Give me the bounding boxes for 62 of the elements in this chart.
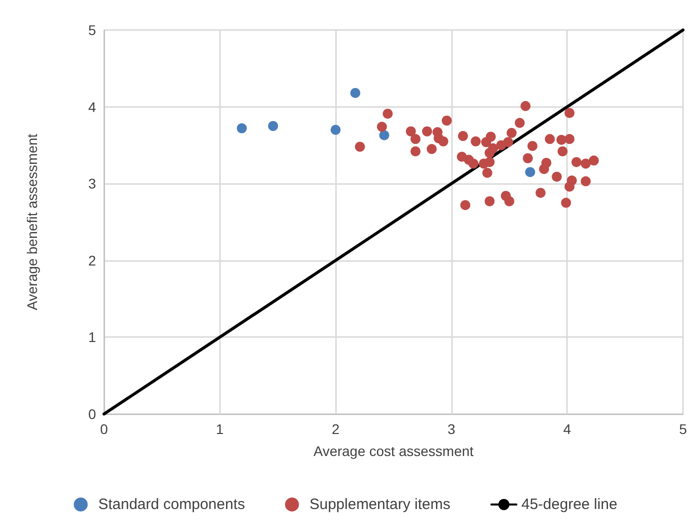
point: [552, 172, 562, 182]
point: [571, 157, 582, 168]
point: [486, 132, 496, 142]
point: [539, 164, 550, 174]
y-tick-label: 4: [88, 98, 96, 115]
x-tick-label: 2: [332, 421, 340, 437]
point: [564, 108, 575, 118]
point: [236, 123, 247, 134]
point: [588, 156, 599, 166]
y-axis-title: Average benefit assessment: [24, 134, 40, 310]
point: [379, 130, 390, 140]
point: [504, 196, 514, 206]
point: [426, 144, 437, 154]
point: [558, 146, 568, 156]
point: [410, 134, 420, 144]
point: [458, 130, 468, 141]
point: [580, 176, 591, 186]
x-tick-label: 1: [216, 421, 224, 437]
point: [561, 198, 572, 208]
y-tick-label: 5: [88, 22, 96, 38]
point: [506, 128, 517, 138]
point: [503, 137, 514, 148]
point: [525, 167, 536, 178]
x-tick-label: 4: [563, 421, 572, 437]
point: [527, 140, 538, 151]
point: [520, 101, 531, 112]
point: [330, 124, 341, 135]
point: [354, 142, 365, 152]
point: [460, 200, 470, 210]
point: [422, 126, 432, 136]
point: [566, 176, 577, 186]
point: [482, 168, 492, 178]
point: [564, 134, 575, 144]
point: [438, 136, 448, 146]
x-tick-label: 3: [448, 421, 456, 437]
point: [522, 153, 533, 164]
point: [376, 122, 387, 132]
legend-label: Standard components: [98, 496, 245, 513]
point: [544, 134, 555, 144]
y-tick-label: 1: [88, 329, 96, 346]
point: [468, 158, 478, 169]
point: [484, 196, 495, 206]
y-tick-label: 0: [88, 406, 96, 422]
point: [406, 126, 416, 136]
x-axis-title: Average cost assessment: [313, 443, 474, 459]
legend-label: Supplementary items: [309, 496, 450, 513]
point: [442, 116, 452, 126]
point: [488, 143, 498, 154]
point: [268, 121, 278, 131]
point: [484, 157, 495, 168]
x-tick-label: 0: [100, 421, 108, 437]
point: [470, 136, 481, 146]
x-tick-label: 5: [679, 421, 688, 437]
y-tick-label: 3: [88, 176, 96, 192]
y-tick-label: 2: [88, 252, 96, 268]
point: [382, 108, 393, 119]
point: [410, 146, 420, 156]
point: [514, 118, 525, 128]
point: [536, 188, 546, 198]
point: [350, 88, 360, 98]
point: [580, 158, 591, 169]
legend-label: 45-degree line: [521, 496, 618, 513]
